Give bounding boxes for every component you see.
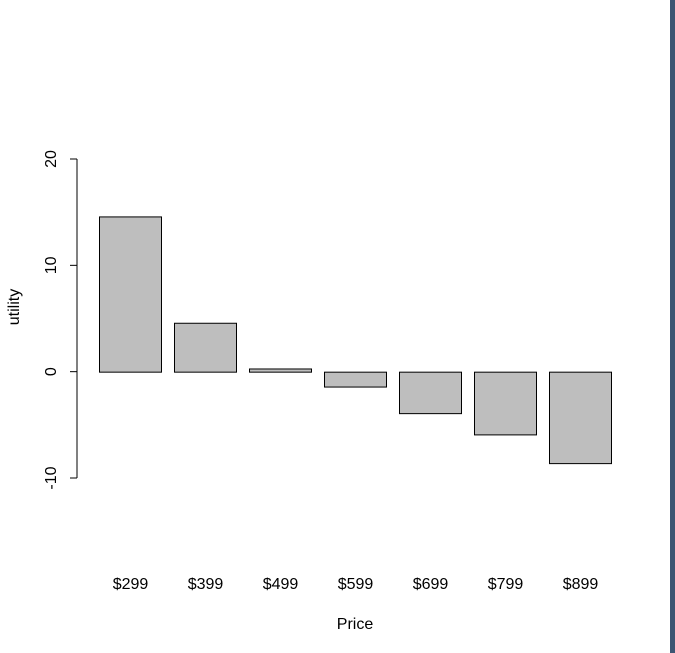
x-tick-label: $899 [563, 576, 599, 593]
x-tick-label: $399 [188, 576, 224, 593]
y-tick-label: 20 [43, 150, 60, 168]
bar-599 [324, 371, 387, 388]
window-edge [670, 0, 675, 653]
x-tick-labels: $299 $399 $499 $599 $699 $799 $899 [113, 576, 599, 593]
y-tick-label: 0 [43, 367, 60, 376]
y-tick-label: -10 [43, 466, 60, 489]
bar-699 [399, 371, 462, 415]
bar-299 [99, 216, 162, 373]
y-tick-label: 10 [43, 256, 60, 274]
x-tick-label: $599 [338, 576, 374, 593]
x-axis-label: Price [337, 616, 374, 633]
bar-799 [474, 371, 537, 436]
bar-899 [549, 371, 612, 465]
bar-399 [174, 322, 237, 373]
bar-499 [249, 368, 312, 373]
x-tick-label: $499 [263, 576, 299, 593]
bars-group [99, 216, 612, 465]
x-tick-label: $299 [113, 576, 149, 593]
y-axis-label: utility [6, 289, 23, 325]
x-tick-label: $699 [413, 576, 449, 593]
x-tick-label: $799 [488, 576, 524, 593]
y-axis: -10 0 10 20 [43, 150, 78, 490]
